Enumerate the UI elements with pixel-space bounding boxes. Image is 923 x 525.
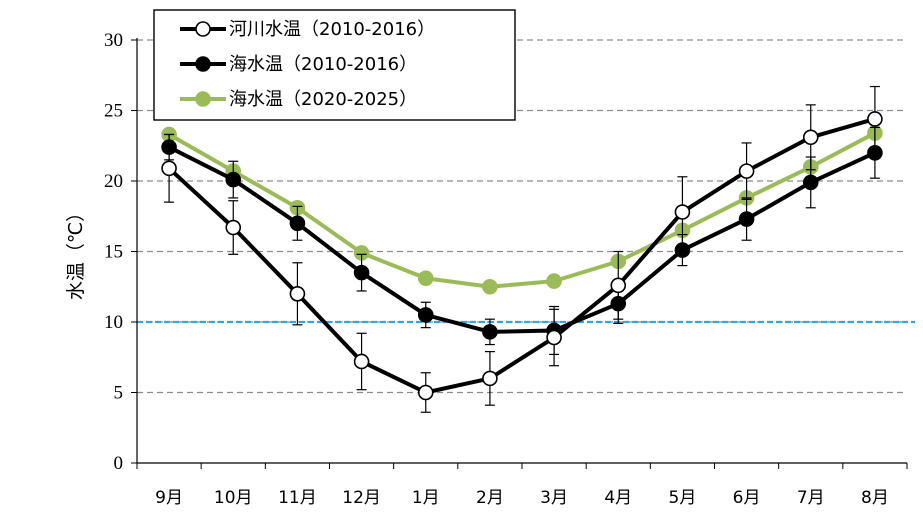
data-point [482, 324, 498, 340]
data-point [674, 204, 691, 220]
y-tick-label: 15 [104, 242, 123, 263]
data-point [482, 278, 498, 295]
legend-entry: 海水温（2010-2016） [229, 54, 417, 75]
data-point [417, 270, 434, 287]
data-point [546, 329, 562, 346]
y-tick-label: 25 [104, 101, 123, 122]
x-tick-label: 1月 [412, 488, 440, 508]
data-point [225, 171, 242, 188]
data-point [546, 273, 562, 289]
y-axis-label: 水温（℃） [65, 203, 87, 300]
y-tick-label: 20 [104, 171, 123, 192]
data-point [482, 370, 498, 387]
legend: 河川水温（2010-2016） 海水温（2010-2016） 海水温（2020-20… [153, 9, 516, 121]
x-tick-label: 11月 [278, 488, 317, 508]
x-tick-label: 2月 [476, 488, 504, 508]
series-3 [161, 125, 883, 295]
data-point [802, 129, 819, 146]
x-tick-label: 5月 [669, 488, 697, 508]
data-point [225, 219, 242, 236]
x-tick-label: 10月 [214, 488, 253, 508]
data-point [417, 384, 434, 401]
x-tick-label: 3月 [540, 488, 568, 508]
series-2 [161, 126, 883, 356]
x-tick-label: 4月 [604, 488, 632, 508]
series-line [168, 145, 876, 334]
legend-swatch-marker [195, 91, 211, 107]
y-tick-label: 10 [104, 312, 123, 333]
x-tick-label: 12月 [342, 488, 381, 508]
x-tick-label: 9月 [155, 488, 183, 508]
y-tick-label: 30 [104, 30, 123, 51]
series-line [167, 117, 876, 395]
axes [131, 38, 908, 469]
data-point [610, 277, 627, 294]
legend-swatch-marker [195, 21, 211, 37]
data-point [289, 285, 306, 302]
data-point [802, 174, 819, 191]
legend-entry: 河川水温（2010-2016） [229, 19, 435, 40]
legend-entry: 海水温（2020-2025） [229, 89, 417, 110]
data-point [289, 215, 306, 232]
data-point [417, 307, 434, 323]
data-point [867, 111, 883, 127]
data-point [738, 211, 755, 227]
y-tick-label: 0 [114, 453, 124, 474]
series-group [161, 85, 883, 413]
x-tick-label: 7月 [797, 488, 825, 508]
x-tick-label: 8月 [861, 488, 889, 508]
series-line [168, 131, 876, 289]
data-point [738, 163, 755, 179]
data-point [353, 264, 370, 281]
data-point [353, 353, 370, 370]
x-tick-labels: 9月 10月 11月 12月 1月 2月 3月 4月 5月 6月 7月 8月 [155, 488, 889, 508]
data-point [161, 160, 177, 177]
y-tick-label: 5 [114, 383, 124, 404]
series-1 [161, 85, 883, 413]
x-tick-label: 6月 [733, 488, 761, 508]
legend-swatch-marker [195, 56, 211, 72]
y-tick-labels: 0 5 10 15 20 25 30 [104, 30, 123, 474]
